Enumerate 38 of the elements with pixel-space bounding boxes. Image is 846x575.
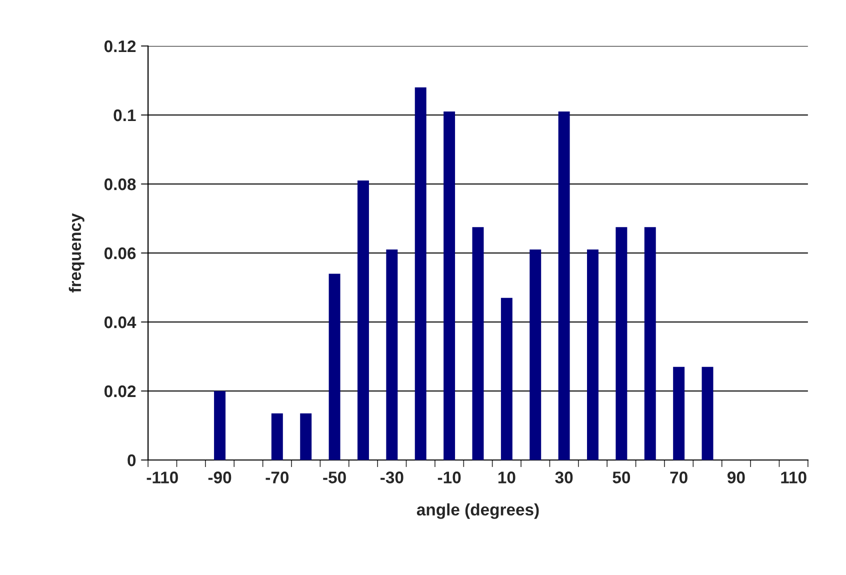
x-tick-label: 90 [728,472,745,484]
bar [414,87,426,460]
bar [616,227,628,460]
y-tick-label: 0 [128,454,136,466]
bar [271,413,283,460]
bar [444,112,456,460]
x-axis-title: angle (degrees) [416,503,539,519]
bar [300,413,312,460]
y-tick-label: 0.12 [104,40,136,52]
y-tick-label: 0.04 [104,316,136,328]
x-tick-label: 70 [670,472,688,484]
y-tick-label: 0.1 [114,109,136,122]
x-tick-label: -90 [208,472,232,484]
bar [558,112,570,460]
y-tick-label: 0.06 [104,247,136,260]
bar [472,227,484,460]
y-axis-title: frequency [68,213,84,293]
x-tick-label: -10 [438,472,461,484]
y-tick-label: 0.02 [104,385,136,398]
x-tick-label: -110 [146,472,178,484]
bar [328,274,340,460]
bar [587,250,598,460]
x-tick-label: -30 [380,472,404,484]
x-tick-label: 30 [555,472,573,484]
bar [644,227,656,460]
y-tick-label: 0.08 [104,178,136,190]
bar [673,366,685,460]
bar [530,250,542,460]
bar [386,250,398,460]
bar [702,366,714,460]
x-tick-label: 50 [612,472,630,484]
bar [357,180,369,460]
x-tick-label: -50 [323,472,346,484]
x-tick-label: 110 [781,472,806,484]
bar [500,298,512,460]
x-tick-label: 10 [498,472,516,484]
bar [214,391,226,460]
x-tick-label: -70 [266,472,289,484]
